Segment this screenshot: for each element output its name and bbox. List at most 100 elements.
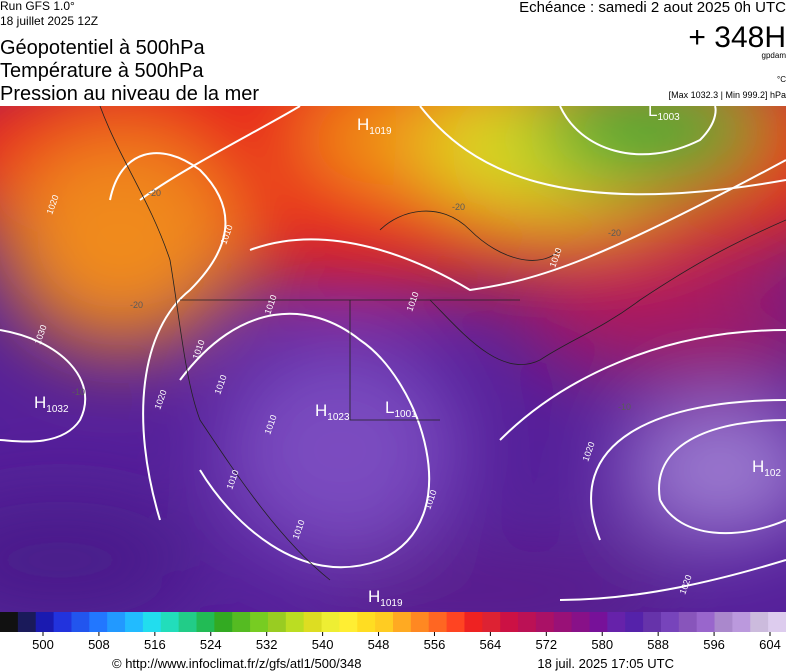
colorbar-swatch <box>89 612 108 632</box>
colorbar-swatch <box>571 612 590 632</box>
colorbar-swatch <box>53 612 72 632</box>
colorbar-swatch <box>321 612 340 632</box>
map-field <box>0 106 786 612</box>
pressure-center: H1019 <box>357 115 392 137</box>
center-letter: L <box>385 398 394 417</box>
center-value: 1003 <box>657 112 680 123</box>
valid-time: Echéance : samedi 2 aout 2025 0h UTC <box>519 0 786 16</box>
run-date: 18 juillet 2025 12Z <box>0 14 98 28</box>
colorbar-swatch <box>107 612 126 632</box>
colorbar-label: 580 <box>591 637 613 652</box>
center-letter: H <box>315 401 327 420</box>
colorbar: 500 508 516 524 532 540 548 556 564 572 580 588 596 6… <box>0 612 786 652</box>
colorbar-swatch <box>142 612 162 632</box>
colorbar-swatch <box>482 612 501 632</box>
unit-geo: gpdam <box>762 51 786 60</box>
title-line: Température à 500hPa <box>0 60 204 82</box>
colorbar-swatch <box>589 612 608 632</box>
temperature-label: -10 <box>618 402 631 412</box>
colorbar-swatch <box>643 612 662 632</box>
colorbar-swatch <box>625 612 644 632</box>
colorbar-swatch <box>553 612 573 632</box>
center-value: 1023 <box>327 412 350 423</box>
colorbar-swatch <box>678 612 698 632</box>
colorbar-swatch <box>732 612 751 632</box>
colorbar-swatch <box>393 612 412 632</box>
temperature-label: -20 <box>130 300 143 310</box>
colorbar-swatch <box>160 612 180 632</box>
colorbar-label: 564 <box>480 637 502 652</box>
pressure-center: H102 <box>752 457 781 479</box>
center-letter: H <box>752 457 764 476</box>
lead-time: + 348H <box>688 21 786 54</box>
colorbar-swatch <box>518 612 537 632</box>
colorbar-label: 500 <box>32 637 54 652</box>
colorbar-swatch <box>750 612 769 632</box>
colorbar-label: 540 <box>312 637 334 652</box>
colorbar-swatch <box>375 612 394 632</box>
colorbar-swatch <box>464 612 483 632</box>
colorbar-label: 572 <box>535 637 557 652</box>
colorbar-swatch <box>71 612 90 632</box>
colorbar-swatch <box>178 612 197 632</box>
colorbar-swatch <box>535 612 555 632</box>
colorbar-label: 532 <box>256 637 278 652</box>
title-line: Pression au niveau de la mer <box>0 83 259 105</box>
pressure-center: H1032 <box>34 393 69 415</box>
center-letter: H <box>357 115 369 134</box>
center-letter: H <box>368 587 380 606</box>
temperature-label: -20 <box>148 188 161 198</box>
pressure-center: H1023 <box>315 401 350 423</box>
center-letter: H <box>34 393 46 412</box>
colorbar-swatch <box>214 612 233 632</box>
colorbar-swatch <box>339 612 358 632</box>
pressure-center: H1019 <box>368 587 403 609</box>
center-letter: L <box>648 101 657 120</box>
colorbar-swatch <box>696 612 716 632</box>
colorbar-swatch <box>714 612 733 632</box>
colorbar-swatch <box>232 612 251 632</box>
pressure-center: L1001 <box>385 398 417 420</box>
colorbar-swatch <box>660 612 680 632</box>
colorbar-label: 508 <box>88 637 110 652</box>
run: Run GFS 1.0° <box>0 0 75 13</box>
colorbar-label: 604 <box>759 637 781 652</box>
colorbar-swatch <box>35 612 55 632</box>
colorbar-label: 556 <box>424 637 446 652</box>
colorbar-label: 548 <box>368 637 390 652</box>
colorbar-swatch <box>446 612 465 632</box>
colorbar-swatch <box>250 612 269 632</box>
colorbar-swatch <box>768 612 786 632</box>
colorbar-swatch <box>285 612 305 632</box>
center-value: 1019 <box>369 126 392 137</box>
center-value: 102 <box>764 468 781 479</box>
colorbar-swatch <box>357 612 376 632</box>
colorbar-swatch <box>0 612 19 632</box>
colorbar-swatch <box>196 612 215 632</box>
colorbar-swatch <box>428 612 448 632</box>
title-line: Géopotentiel à 500hPa <box>0 37 205 59</box>
footer-source: © http://www.infoclimat.fr/z/gfs/atl1/50… <box>112 656 361 671</box>
colorbar-label: 524 <box>200 637 222 652</box>
temperature-label: -20 <box>452 202 465 212</box>
colorbar-swatch <box>125 612 144 632</box>
colorbar-swatch <box>17 612 37 632</box>
center-value: 1019 <box>380 598 403 609</box>
unit-temp: °C <box>777 75 786 84</box>
colorbar-swatch <box>410 612 430 632</box>
pressure-range: [Max 1032.3 | Min 999.2] hPa <box>669 90 786 100</box>
coastlines <box>99 106 786 581</box>
colorbar-swatch <box>267 612 287 632</box>
colorbar-swatch <box>303 612 323 632</box>
temperature-label: -10 <box>72 387 85 397</box>
temperature-label: -20 <box>608 228 621 238</box>
colorbar-label: 588 <box>647 637 669 652</box>
colorbar-label: 596 <box>703 637 725 652</box>
colorbar-label: 516 <box>144 637 166 652</box>
center-value: 1001 <box>394 409 417 420</box>
colorbar-swatch <box>607 612 626 632</box>
footer-timestamp: 18 juil. 2025 17:05 UTC <box>537 656 674 671</box>
colorbar-swatch <box>500 612 519 632</box>
